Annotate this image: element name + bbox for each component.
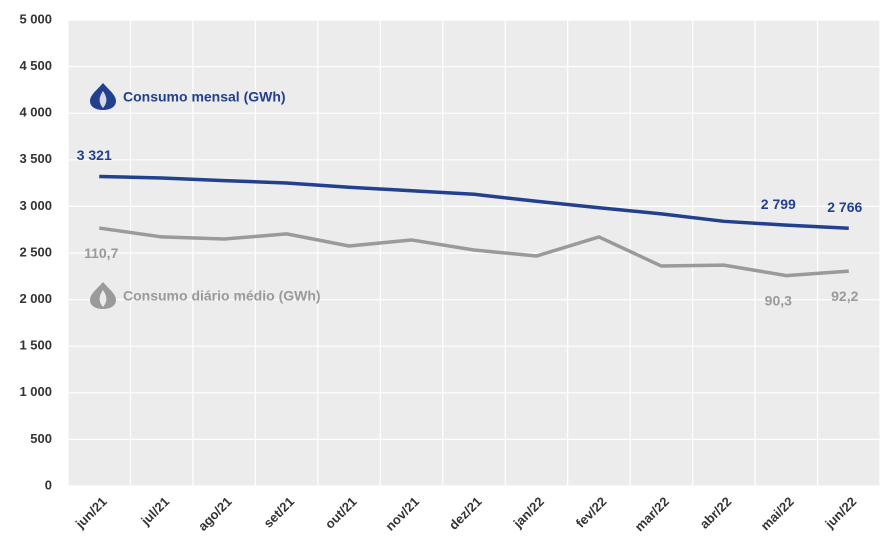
series-line [99,174,849,230]
legend-label: Consumo mensal (GWh) [123,89,286,105]
x-tick-label: abr/22 [697,494,735,532]
y-tick-label: 4 000 [19,105,52,120]
x-tick-label: set/21 [260,494,297,531]
data-label: 2 766 [827,199,862,215]
x-tick-label: mai/22 [758,494,797,533]
x-tick-label: fev/22 [573,494,610,531]
legend-item: Consumo diário médio (GWh) [90,282,321,309]
y-tick-label: 3 000 [19,198,52,213]
x-tick-label: mar/22 [632,494,672,534]
y-tick-label: 4 500 [19,58,52,73]
x-tick-label: nov/21 [382,494,422,534]
y-tick-label: 2 500 [19,244,52,259]
legend-label: Consumo diário médio (GWh) [123,288,321,304]
data-label: 110,7 [84,245,118,261]
x-tick-label: jun/22 [821,494,859,532]
data-label: 3 321 [77,147,112,163]
x-tick-label: ago/21 [195,494,235,534]
series-line [98,226,849,278]
legend-icon-detail [99,91,107,108]
x-tick-label: dez/21 [446,494,485,533]
data-label: 92,2 [831,288,858,304]
y-tick-label: 1 000 [19,384,52,399]
y-tick-label: 3 500 [19,151,52,166]
x-tick-label: out/21 [322,494,360,532]
y-tick-label: 2 000 [19,291,52,306]
y-tick-label: 5 000 [19,11,52,26]
y-tick-label: 500 [30,431,52,446]
x-tick-label: jun/21 [72,494,110,532]
data-label: 2 799 [761,196,796,212]
y-tick-label: 1 500 [19,338,52,353]
y-tick-label: 0 [45,477,52,492]
x-tick-label: jan/22 [510,494,547,531]
x-tick-label: jul/21 [137,494,172,529]
data-label: 90,3 [765,292,792,308]
legend-item: Consumo mensal (GWh) [90,83,286,110]
legend-icon-detail [99,290,107,307]
